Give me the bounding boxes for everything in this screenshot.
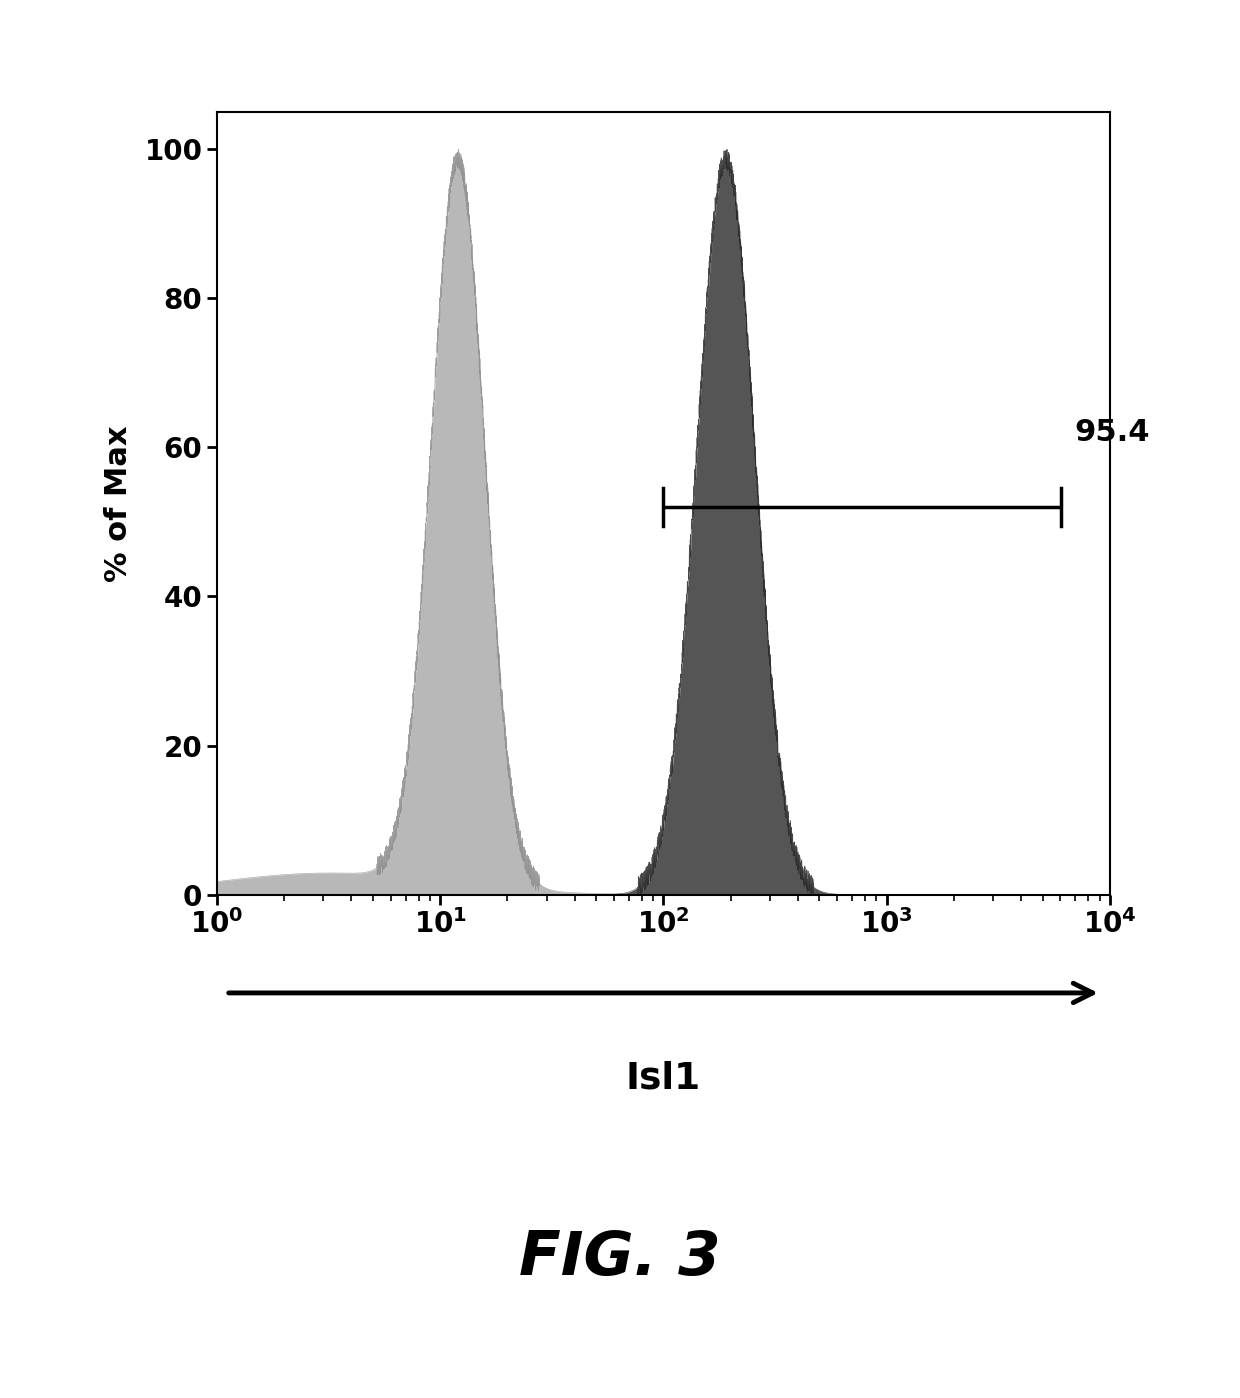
Y-axis label: % of Max: % of Max: [104, 425, 134, 582]
FancyArrowPatch shape: [228, 983, 1092, 1002]
Text: Isl1: Isl1: [626, 1061, 701, 1096]
Text: FIG. 3: FIG. 3: [520, 1229, 720, 1288]
Text: 95.4: 95.4: [1074, 418, 1149, 447]
